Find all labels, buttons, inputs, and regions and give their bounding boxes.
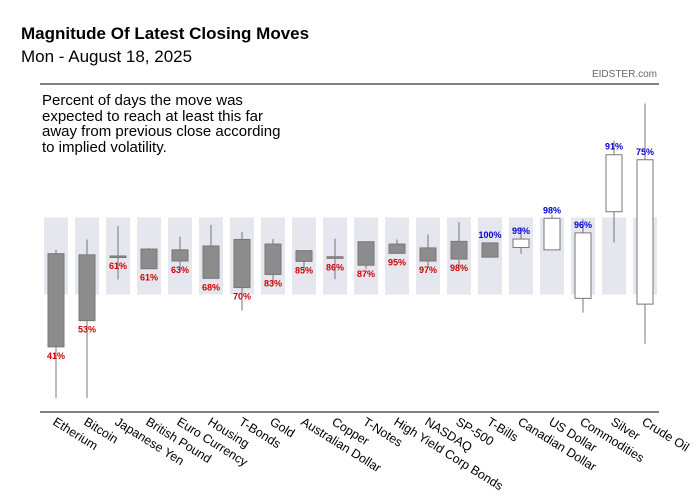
pct-label-t-notes: 87%: [357, 269, 375, 279]
candle-etherium: [47, 253, 65, 348]
x-tick-crude-oil: Crude Oil: [639, 415, 691, 455]
candle-sp-500: [450, 240, 468, 260]
candle-nasdaq: [419, 247, 437, 262]
pct-label-canadian-dollar: 99%: [512, 226, 530, 236]
candle-commodities: [574, 232, 592, 299]
candle-high-yield-corp-bonds: [388, 243, 406, 254]
pct-label-british-pound: 61%: [140, 273, 158, 283]
candle-copper: [326, 256, 344, 259]
candle-japanese-yen: [109, 255, 127, 258]
pct-label-copper: 86%: [326, 262, 344, 272]
pct-label-japanese-yen: 61%: [109, 261, 127, 271]
percent-label-layer: 41% 53% 61% 61% 63% 68% 70% 83% 85% 86% 87% 95% 97% 9…: [47, 142, 654, 361]
pct-label-etherium: 41%: [47, 351, 65, 361]
candle-t-bills: [481, 242, 499, 258]
candle-british-pound: [140, 248, 158, 270]
band-high-yield-corp-bonds: [385, 217, 409, 295]
candle-t-bonds: [233, 238, 251, 289]
pct-label-bitcoin: 53%: [78, 325, 96, 335]
candle-canadian-dollar: [512, 238, 530, 249]
pct-label-crude-oil: 75%: [636, 147, 654, 157]
pct-label-australian-dollar: 85%: [295, 265, 313, 275]
candle-t-notes: [357, 241, 375, 266]
pct-label-silver: 91%: [605, 142, 623, 152]
candle-layer: [47, 103, 654, 399]
candle-australian-dollar: [295, 250, 313, 262]
pct-label-t-bonds: 70%: [233, 292, 251, 302]
pct-label-sp-500: 98%: [450, 263, 468, 273]
source-label: EIDSTER.com: [591, 69, 657, 80]
chart-title: Magnitude Of Latest Closing Moves: [21, 24, 310, 43]
candle-housing: [202, 245, 220, 279]
band-layer: [44, 217, 657, 295]
chart-note: Percent of days the move was expected to…: [42, 92, 281, 156]
chart-subtitle: Mon - August 18, 2025: [21, 47, 193, 66]
pct-label-gold: 83%: [264, 278, 282, 288]
pct-label-us-dollar: 98%: [543, 205, 561, 215]
candle-euro-currency: [171, 249, 189, 262]
pct-label-high-yield-corp-bonds: 95%: [388, 257, 406, 267]
candle-gold: [264, 243, 282, 275]
candle-bitcoin: [78, 254, 96, 322]
pct-label-commodities: 96%: [574, 220, 592, 230]
pct-label-housing: 68%: [202, 282, 220, 292]
candle-us-dollar: [543, 217, 561, 251]
candle-crude-oil: [636, 159, 654, 305]
pct-label-nasdaq: 97%: [419, 265, 437, 275]
candle-silver: [605, 154, 623, 213]
pct-label-t-bills: 100%: [478, 230, 501, 240]
pct-label-euro-currency: 63%: [171, 265, 189, 275]
